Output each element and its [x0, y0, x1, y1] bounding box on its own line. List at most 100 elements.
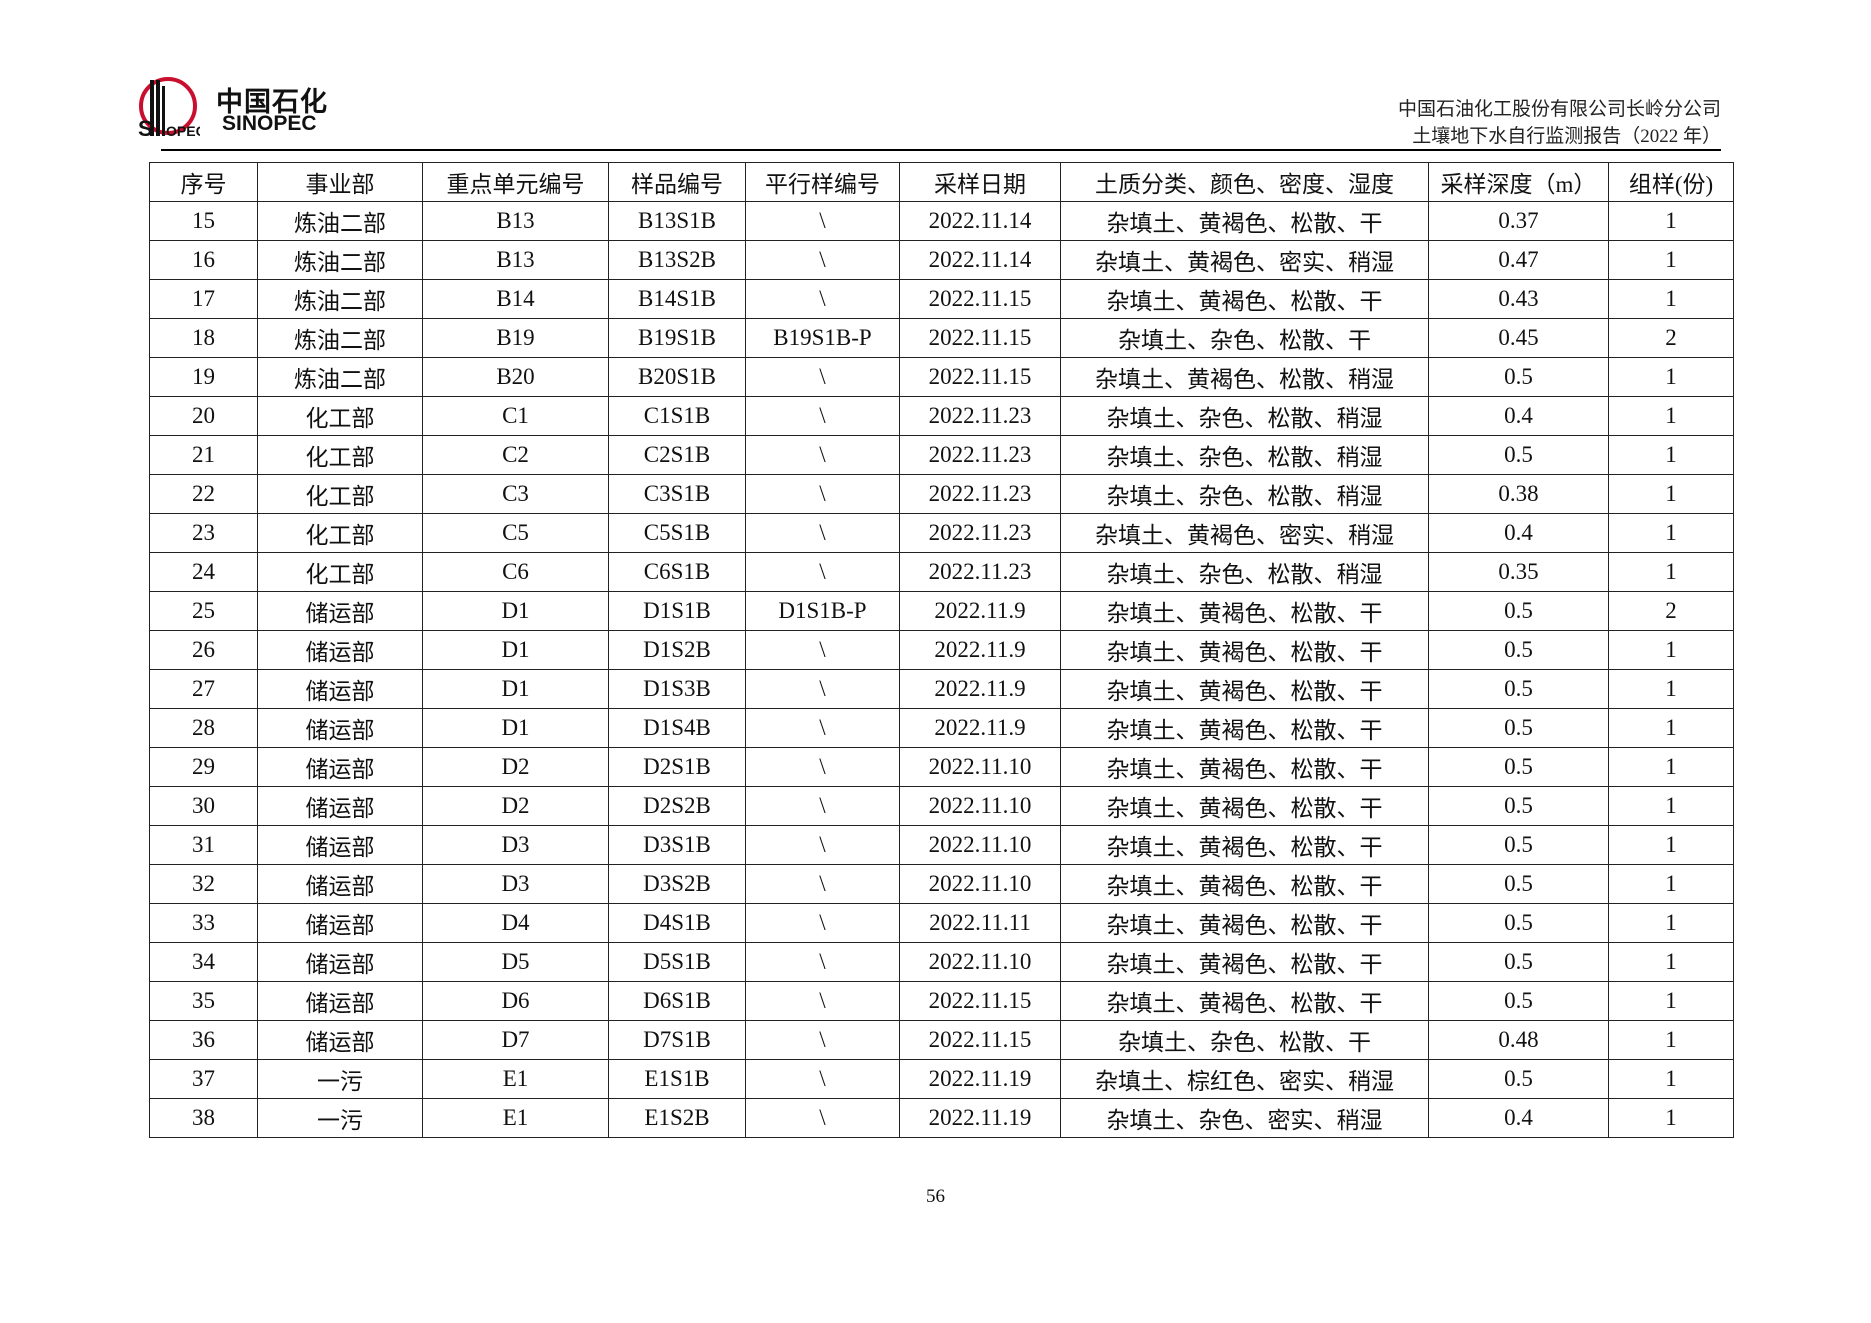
cell-soil-description: 杂填土、杂色、松散、稍湿 [1060, 552, 1429, 592]
cell-sample-id: D2S1B [608, 747, 746, 787]
cell-sample-id: D6S1B [608, 981, 746, 1021]
cell-department: 储运部 [257, 825, 423, 865]
cell-parallel-sample-id: \ [745, 240, 900, 280]
column-header-sampling-depth: 采样深度（m） [1428, 162, 1609, 202]
table-row: 38 一污 E1 E1S2B \ 2022.11.19 杂填土、杂色、密实、稍湿 0.4 1 [149, 1098, 1734, 1138]
cell-soil-description: 杂填土、杂色、松散、干 [1060, 1020, 1429, 1060]
cell-department: 储运部 [257, 747, 423, 787]
company-name: 中国石油化工股份有限公司长岭分公司 [1397, 99, 1721, 120]
cell-key-unit-id: D7 [422, 1020, 609, 1060]
table-row: 29 储运部 D2 D2S1B \ 2022.11.10 杂填土、黄褐色、松散、干 0.5 1 [149, 747, 1734, 787]
cell-index: 22 [149, 474, 258, 514]
cell-parallel-sample-id: \ [745, 201, 900, 241]
column-header-parallel-sample-id: 平行样编号 [745, 162, 900, 202]
cell-sample-count: 1 [1608, 981, 1734, 1021]
cell-sample-id: D3S2B [608, 864, 746, 904]
cell-department: 化工部 [257, 552, 423, 592]
cell-department: 化工部 [257, 435, 423, 475]
cell-sampling-date: 2022.11.9 [899, 630, 1061, 670]
cell-sampling-date: 2022.11.10 [899, 942, 1061, 982]
cell-sampling-date: 2022.11.15 [899, 279, 1061, 319]
cell-key-unit-id: C3 [422, 474, 609, 514]
cell-sample-id: C5S1B [608, 513, 746, 553]
table-header-row: 序号 事业部 重点单元编号 样品编号 平行样编号 采样日期 土质分类、颜色、密度、湿度 采样深… [149, 162, 1734, 202]
cell-sample-id: C6S1B [608, 552, 746, 592]
cell-key-unit-id: B20 [422, 357, 609, 397]
cell-index: 30 [149, 786, 258, 826]
table-row: 35 储运部 D6 D6S1B \ 2022.11.15 杂填土、黄褐色、松散、干 0.5 1 [149, 981, 1734, 1021]
cell-key-unit-id: C5 [422, 513, 609, 553]
cell-sample-id: D4S1B [608, 903, 746, 943]
page-number: 56 [926, 1186, 945, 1207]
cell-soil-description: 杂填土、杂色、松散、干 [1060, 318, 1429, 358]
table-row: 23 化工部 C5 C5S1B \ 2022.11.23 杂填土、黄褐色、密实、稍湿 0.4 1 [149, 513, 1734, 553]
cell-sample-count: 1 [1608, 396, 1734, 436]
cell-soil-description: 杂填土、黄褐色、松散、干 [1060, 201, 1429, 241]
table-row: 21 化工部 C2 C2S1B \ 2022.11.23 杂填土、杂色、松散、稍湿 0.5 1 [149, 435, 1734, 475]
cell-sample-id: E1S1B [608, 1059, 746, 1099]
cell-parallel-sample-id: \ [745, 552, 900, 592]
cell-key-unit-id: E1 [422, 1059, 609, 1099]
cell-sampling-date: 2022.11.19 [899, 1059, 1061, 1099]
cell-index: 27 [149, 669, 258, 709]
table-row: 27 储运部 D1 D1S3B \ 2022.11.9 杂填土、黄褐色、松散、干 0.5 1 [149, 669, 1734, 709]
cell-department: 储运部 [257, 864, 423, 904]
cell-sample-count: 1 [1608, 825, 1734, 865]
cell-parallel-sample-id: \ [745, 903, 900, 943]
cell-sample-count: 1 [1608, 279, 1734, 319]
cell-department: 一污 [257, 1059, 423, 1099]
cell-key-unit-id: D4 [422, 903, 609, 943]
table-row: 30 储运部 D2 D2S2B \ 2022.11.10 杂填土、黄褐色、松散、干 0.5 1 [149, 786, 1734, 826]
cell-soil-description: 杂填土、杂色、松散、稍湿 [1060, 435, 1429, 475]
cell-key-unit-id: D1 [422, 591, 609, 631]
cell-sampling-depth: 0.4 [1428, 1098, 1609, 1138]
report-header: 中国石油化工股份有限公司长岭分公司 土壤地下水自行监测报告（2022 年） [1398, 96, 1721, 150]
cell-sampling-depth: 0.47 [1428, 240, 1609, 280]
cell-index: 31 [149, 825, 258, 865]
cell-sample-id: C2S1B [608, 435, 746, 475]
cell-soil-description: 杂填土、黄褐色、松散、干 [1060, 981, 1429, 1021]
cell-index: 32 [149, 864, 258, 904]
cell-index: 36 [149, 1020, 258, 1060]
cell-index: 19 [149, 357, 258, 397]
cell-sampling-date: 2022.11.19 [899, 1098, 1061, 1138]
cell-soil-description: 杂填土、黄褐色、松散、干 [1060, 669, 1429, 709]
cell-sampling-date: 2022.11.15 [899, 318, 1061, 358]
column-header-sample-count: 组样(份) [1608, 162, 1734, 202]
cell-sampling-depth: 0.5 [1428, 747, 1609, 787]
cell-sampling-date: 2022.11.23 [899, 396, 1061, 436]
cell-sample-count: 1 [1608, 513, 1734, 553]
cell-sampling-date: 2022.11.10 [899, 747, 1061, 787]
logo-english-text: SINOPEC [222, 112, 317, 135]
cell-sampling-depth: 0.45 [1428, 318, 1609, 358]
cell-department: 一污 [257, 1098, 423, 1138]
cell-sampling-date: 2022.11.15 [899, 981, 1061, 1021]
cell-sampling-date: 2022.11.9 [899, 708, 1061, 748]
cell-sampling-date: 2022.11.14 [899, 240, 1061, 280]
sampling-table: 序号 事业部 重点单元编号 样品编号 平行样编号 采样日期 土质分类、颜色、密度、湿度 采样深… [149, 162, 1734, 1138]
cell-index: 28 [149, 708, 258, 748]
cell-sample-id: B20S1B [608, 357, 746, 397]
cell-soil-description: 杂填土、黄褐色、密实、稍湿 [1060, 513, 1429, 553]
cell-department: 储运部 [257, 903, 423, 943]
column-header-sample-id: 样品编号 [608, 162, 746, 202]
cell-sampling-date: 2022.11.14 [899, 201, 1061, 241]
cell-department: 炼油二部 [257, 318, 423, 358]
cell-parallel-sample-id: \ [745, 747, 900, 787]
cell-sampling-depth: 0.5 [1428, 435, 1609, 475]
cell-parallel-sample-id: \ [745, 708, 900, 748]
table-row: 33 储运部 D4 D4S1B \ 2022.11.11 杂填土、黄褐色、松散、干 0.5 1 [149, 903, 1734, 943]
cell-index: 18 [149, 318, 258, 358]
cell-department: 储运部 [257, 630, 423, 670]
cell-soil-description: 杂填土、黄褐色、松散、干 [1060, 942, 1429, 982]
cell-sampling-date: 2022.11.10 [899, 864, 1061, 904]
cell-department: 炼油二部 [257, 240, 423, 280]
cell-sample-id: D1S2B [608, 630, 746, 670]
cell-department: 化工部 [257, 396, 423, 436]
cell-sample-id: D1S4B [608, 708, 746, 748]
cell-key-unit-id: B13 [422, 240, 609, 280]
cell-index: 29 [149, 747, 258, 787]
cell-sample-id: B13S1B [608, 201, 746, 241]
cell-key-unit-id: D1 [422, 669, 609, 709]
cell-sample-count: 1 [1608, 669, 1734, 709]
